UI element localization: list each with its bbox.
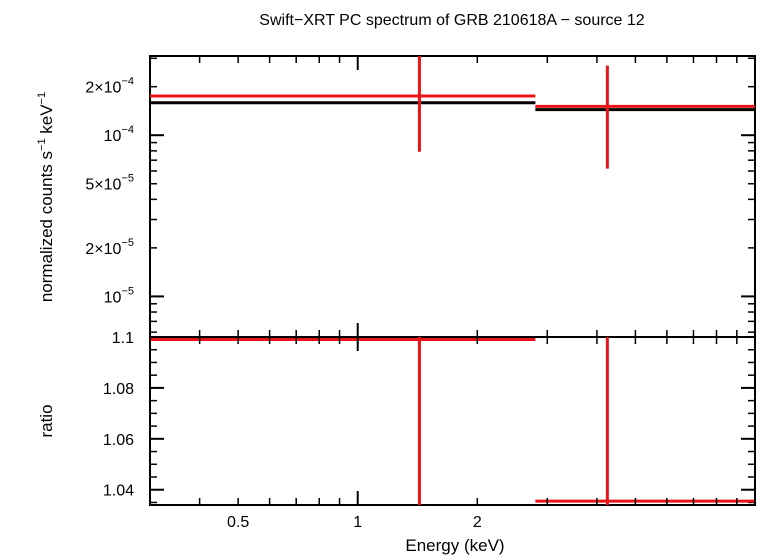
y-tick-mantissa: 10 [104, 289, 122, 306]
ratio-panel: 1.1 1.08 1.06 1.04 [103, 330, 756, 506]
x-axis-label: Energy (keV) [405, 536, 504, 555]
y-tick-label: 5×10−5 [85, 173, 134, 194]
y-tick-mantissa: 2×10 [85, 80, 121, 97]
spectrum-panel-frame [149, 55, 756, 338]
y-tick-mantissa: 5×10 [85, 177, 121, 194]
y-tick-exponent: −4 [121, 76, 134, 88]
y-label-main: normalized counts s [37, 151, 56, 302]
x-tick-label: 2 [473, 514, 482, 531]
y-tick-label: 2×10−4 [85, 76, 134, 97]
ratio-y-axis-label: ratio [37, 404, 56, 437]
y-tick-label: 1.08 [103, 381, 134, 398]
y-tick-exponent: −5 [121, 173, 134, 185]
y-tick-exponent: −5 [121, 285, 134, 297]
y-tick-label: 1.1 [112, 330, 134, 347]
y-label-sup2: −1 [36, 92, 48, 105]
y-tick-mantissa: 2×10 [85, 241, 121, 258]
y-tick-exponent: −4 [121, 124, 134, 136]
x-axis: Energy (keV) 0.5 1 2 [149, 56, 756, 555]
y-tick-label: 1.06 [103, 432, 134, 449]
y-tick-exponent: −5 [121, 237, 134, 249]
y-tick-mantissa: 10 [104, 128, 122, 145]
spectrum-y-axis-label: normalized counts s−1 keV−1 [36, 92, 56, 302]
ratio-panel-frame [149, 336, 756, 506]
spectrum-panel: 2×10−410−45×10−52×10−510−5 [85, 55, 756, 338]
x-tick-label: 0.5 [227, 514, 249, 531]
y-tick-label: 10−5 [104, 285, 134, 306]
y-tick-label: 1.04 [103, 483, 134, 500]
y-label-mid: keV [37, 104, 56, 139]
y-label-sup1: −1 [36, 138, 48, 151]
x-tick-label: 1 [353, 514, 362, 531]
y-tick-label: 2×10−5 [85, 237, 134, 258]
chart-title: Swift−XRT PC spectrum of GRB 210618A − s… [259, 12, 644, 29]
y-tick-label: 10−4 [104, 124, 134, 145]
